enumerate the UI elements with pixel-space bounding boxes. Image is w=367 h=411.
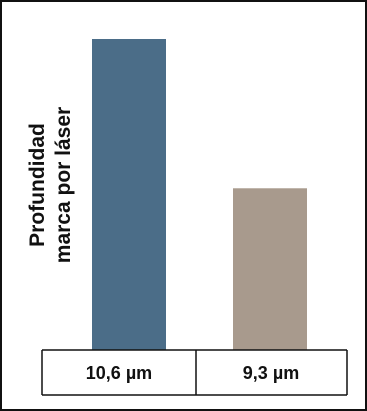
category-axis: 10,6 µm 9,3 µm — [41, 349, 348, 396]
bar-2 — [233, 188, 307, 350]
category-label-1: 10,6 µm — [86, 363, 152, 383]
bars-group — [92, 39, 307, 350]
bar-1 — [92, 39, 166, 350]
y-axis-label: Profundidad marca por láser — [26, 107, 75, 263]
y-axis-label-line-2: marca por láser — [52, 107, 75, 263]
category-label-2: 9,3 µm — [243, 363, 299, 383]
y-axis-label-line-1: Profundidad — [26, 123, 49, 247]
